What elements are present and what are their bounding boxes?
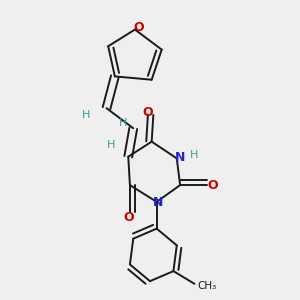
Text: O: O (134, 21, 144, 34)
Text: H: H (190, 150, 199, 160)
Text: O: O (123, 212, 134, 224)
Text: H: H (107, 140, 116, 150)
Text: N: N (175, 151, 185, 164)
Text: CH₃: CH₃ (197, 280, 216, 290)
Text: H: H (119, 118, 128, 128)
Text: O: O (142, 106, 153, 119)
Text: O: O (208, 178, 218, 192)
Text: N: N (153, 196, 164, 209)
Text: H: H (82, 110, 91, 120)
